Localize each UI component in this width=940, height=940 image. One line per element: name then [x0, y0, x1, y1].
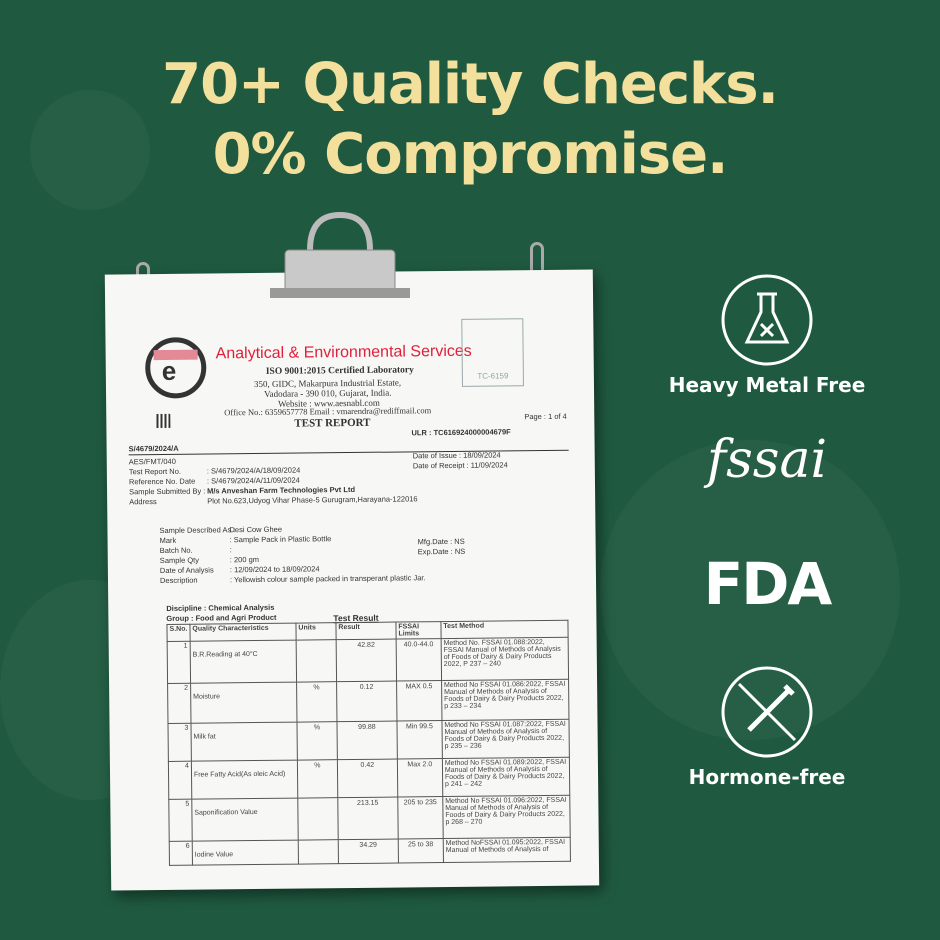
flask-cross-icon — [721, 274, 813, 366]
cell-limit: MAX 0.5 — [396, 680, 442, 722]
field-label: Address — [129, 497, 157, 507]
field-value: Plot No.623,Udyog Vihar Phase-5 Gurugram… — [207, 494, 418, 506]
cell-limit: 25 to 38 — [398, 838, 444, 864]
cell-name: B.R.Reading at 40°C — [190, 640, 297, 684]
cell-limit: Max 2.0 — [397, 758, 443, 798]
cell-method: Method NoFSSAI 01.095:2022, FSSAI Manual… — [443, 837, 571, 863]
cell-unit — [298, 839, 339, 865]
cell-name: Milk fat — [190, 722, 298, 762]
divider — [128, 449, 569, 456]
col-quality: Quality Characteristics — [189, 623, 297, 642]
cell-unit: % — [296, 681, 337, 723]
cell-sno: 4 — [168, 761, 192, 800]
office-contact: Office No.: 6359657778 Email : vmarendra… — [224, 405, 432, 418]
nabl-stamp: TC-6159 — [461, 318, 524, 387]
sample-label: Description — [159, 575, 198, 586]
discipline: Discipline : Chemical Analysis — [166, 602, 275, 613]
cell-name: Free Fatty Acid(As oleic Acid) — [191, 760, 298, 800]
cell-result: 0.12 — [336, 681, 397, 722]
cell-result: 213.15 — [337, 797, 399, 840]
field-value: M/s Anveshan Farm Technologies Pvt Ltd — [207, 484, 356, 496]
cell-result: 0.42 — [337, 759, 398, 798]
sample-value: : Sample Pack in Plastic Bottle — [229, 534, 332, 545]
table-row: 5 Saponification Value 213.15 205 to 235 Met… — [168, 795, 571, 842]
badge-label: Hormone-free — [688, 765, 846, 789]
reference-id: S/4679/2024/A — [128, 443, 179, 454]
sample-value: : 200 gm — [229, 554, 260, 565]
group: Group : Food and Agri Product — [166, 612, 277, 623]
cell-limit: Min 99.5 — [396, 720, 443, 760]
col-result: Result — [335, 622, 397, 640]
cell-unit — [296, 639, 337, 683]
fssai-logo: fssai — [667, 430, 867, 490]
ulr-number: ULR : TC616924000004679F — [411, 427, 511, 438]
table-row: 2 Moisture% 0.12 MAX 0.5 Method No FSSAI 01.… — [167, 679, 569, 724]
table-row: 1 B.R.Reading at 40°C 42.82 40.0-44.0 Method… — [167, 637, 569, 684]
cell-limit: 40.0-44.0 — [396, 638, 442, 682]
field-value: : S/4679/2024/A/18/09/2024 — [206, 465, 301, 476]
table-row: 4 Free Fatty Acid(As oleic Acid)% 0.42 Max … — [168, 757, 570, 800]
sample-value: : 12/09/2024 to 18/09/2024 — [229, 564, 320, 575]
cell-method: Method No FSSAI 01.087:2022, FSSAI Manua… — [441, 719, 570, 759]
cell-unit: % — [297, 759, 338, 799]
cell-result: 42.82 — [336, 639, 397, 682]
fda-logo: FDA — [667, 550, 867, 618]
badge-hormone-free: Hormone-free — [667, 664, 867, 789]
mfg-date: Mfg.Date : NS — [417, 536, 465, 547]
cell-sno: 3 — [167, 723, 192, 762]
date-of-issue: Date of Issue : 18/09/2024 — [412, 450, 501, 461]
field-value: : S/4679/2024/A/11/09/2024 — [206, 475, 300, 486]
report-title: TEST REPORT — [294, 416, 371, 430]
cell-method: Method No FSSAI 01.089:2022, FSSAI Manua… — [442, 757, 570, 797]
sample-value: : Yellowish colour sample packed in tran… — [229, 573, 426, 585]
cell-sno: 2 — [167, 683, 191, 724]
page-number: Page : 1 of 4 — [524, 411, 567, 422]
cell-unit: % — [296, 721, 338, 761]
test-report-document: e Analytical & Environmental Services IS… — [104, 269, 600, 891]
cell-sno: 5 — [168, 799, 193, 842]
col-units: Units — [295, 622, 337, 641]
binder-clip — [270, 211, 410, 298]
sample-details: Sample Described As :Desi Cow Ghee Mark:… — [159, 523, 425, 586]
fssai-text: fssai — [706, 430, 828, 490]
form-code: AES/FMT/040 — [128, 456, 176, 467]
sample-value: Desi Cow Ghee — [229, 524, 283, 535]
cell-result: 99.88 — [336, 721, 398, 760]
cell-name: Moisture — [190, 682, 297, 724]
headline-line-1: 70+ Quality Checks. — [162, 52, 779, 117]
cell-method: Method No FSSAI 01.096:2022, FSSAI Manua… — [442, 795, 571, 839]
headline: 70+ Quality Checks. 0% Compromise. — [0, 50, 940, 190]
cell-unit — [297, 797, 339, 841]
col-sno: S.No. — [166, 624, 191, 642]
lab-name: Analytical & Environmental Services — [215, 342, 472, 363]
exp-date: Exp.Date : NS — [417, 546, 466, 557]
no-syringe-icon — [721, 666, 813, 758]
cell-name: Saponification Value — [191, 798, 299, 842]
cell-sno: 6 — [169, 841, 193, 866]
cell-result: 34.29 — [338, 839, 399, 864]
svg-text:e: e — [162, 356, 177, 386]
fda-text: FDA — [703, 550, 833, 618]
table-row: 3 Milk fat% 99.88 Min 99.5 Method No FSSAI 0… — [167, 719, 570, 762]
date-of-receipt: Date of Receipt : 11/09/2024 — [412, 460, 508, 471]
badge-heavy-metal-free: Heavy Metal Free — [667, 272, 867, 397]
cell-sno: 1 — [167, 641, 191, 684]
report-fields: Test Report No.: S/4679/2024/A/18/09/202… — [129, 464, 418, 507]
cell-name: Iodine Value — [192, 840, 299, 866]
test-result-table: S.No. Quality Characteristics Units Resu… — [166, 620, 571, 866]
qr-code — [156, 413, 171, 429]
cell-method: Method No. FSSAI 01.088:2022, FSSAI Manu… — [441, 637, 569, 681]
col-limits: FSSAI Limits — [395, 621, 442, 640]
cell-limit: 205 to 235 — [397, 796, 444, 840]
certification: ISO 9001:2015 Certified Laboratory — [265, 365, 414, 377]
sample-value: : — [229, 545, 232, 555]
stamp-text: TC-6159 — [477, 371, 509, 381]
table-row: 6 Iodine Value 34.29 25 to 38 Method NoFSSAI… — [169, 837, 571, 866]
aes-logo: e — [145, 337, 207, 399]
badge-label: Heavy Metal Free — [668, 373, 866, 397]
headline-line-2: 0% Compromise. — [212, 122, 729, 187]
col-method: Test Method — [440, 620, 569, 639]
cell-method: Method No FSSAI 01.086:2022, FSSAI Manua… — [441, 679, 569, 721]
